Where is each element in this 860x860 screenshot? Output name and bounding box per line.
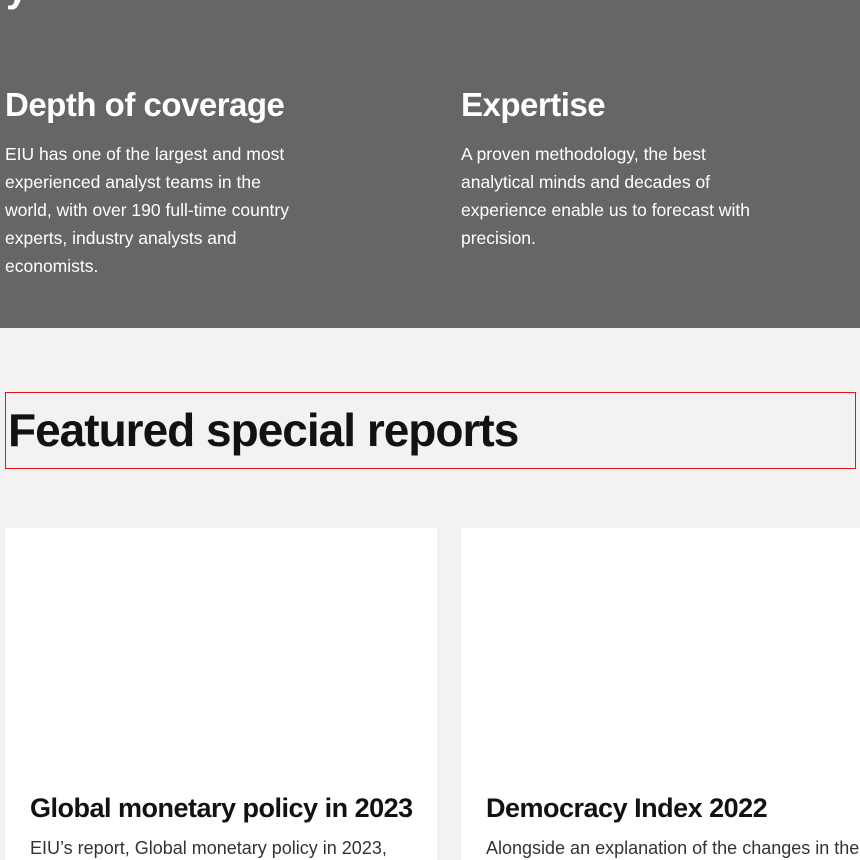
report-card-democracy-index[interactable]: Democracy Index 2022 Alongside an explan… bbox=[461, 528, 860, 860]
report-card-image[interactable] bbox=[5, 528, 437, 768]
section-heading-cutoff: y bbox=[6, 0, 28, 8]
feature-title: Expertise bbox=[461, 86, 606, 123]
featured-special-reports-heading: Featured special reports bbox=[8, 404, 519, 456]
report-card-excerpt: EIU’s report, Global monetary policy in … bbox=[30, 838, 387, 858]
report-card-global-monetary-policy[interactable]: Global monetary policy in 2023 EIU’s rep… bbox=[5, 528, 437, 860]
report-card-title[interactable]: Global monetary policy in 2023 bbox=[30, 793, 413, 823]
report-card-image[interactable] bbox=[461, 528, 860, 768]
features-band: y Depth of coverage EIU has one of the l… bbox=[0, 0, 860, 328]
feature-description: A proven methodology, the best analytica… bbox=[461, 144, 750, 248]
feature-expertise: Expertise A proven methodology, the best… bbox=[461, 84, 821, 252]
report-card-excerpt: Alongside an explanation of the changes … bbox=[486, 838, 860, 858]
report-card-title[interactable]: Democracy Index 2022 bbox=[486, 793, 768, 823]
featured-heading-container: Featured special reports bbox=[5, 392, 856, 469]
feature-title: Depth of coverage bbox=[5, 86, 285, 123]
feature-description: EIU has one of the largest and most expe… bbox=[5, 144, 289, 276]
feature-depth-of-coverage: Depth of coverage EIU has one of the lar… bbox=[5, 84, 365, 280]
